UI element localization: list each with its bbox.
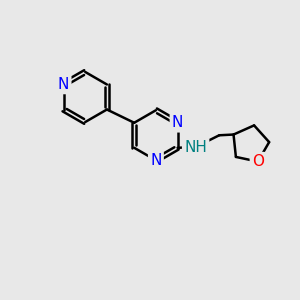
Text: NH: NH [184,140,207,154]
Text: O: O [252,154,264,169]
Text: N: N [58,77,69,92]
Text: N: N [172,115,183,130]
Text: N: N [150,153,162,168]
